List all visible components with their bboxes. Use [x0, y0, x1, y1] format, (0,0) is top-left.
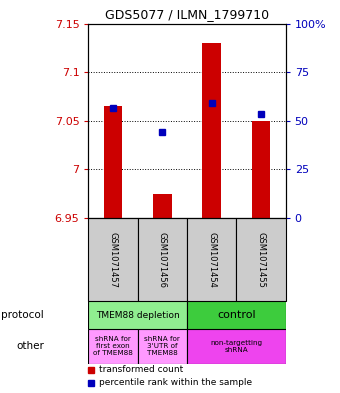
Bar [104, 106, 122, 218]
Text: control: control [217, 310, 256, 320]
Text: TMEM88 depletion: TMEM88 depletion [96, 310, 180, 320]
Text: transformed count: transformed count [99, 365, 184, 375]
Bar [252, 121, 270, 218]
Bar [138, 329, 187, 364]
Bar [236, 218, 286, 301]
Bar [187, 329, 286, 364]
Bar [202, 43, 221, 218]
Text: protocol: protocol [1, 310, 44, 320]
Text: other: other [16, 341, 44, 351]
Text: non-targetting
shRNA: non-targetting shRNA [210, 340, 262, 353]
Text: GSM1071455: GSM1071455 [256, 231, 266, 287]
Bar [187, 301, 286, 329]
Bar [88, 301, 187, 329]
Bar [138, 218, 187, 301]
Text: percentile rank within the sample: percentile rank within the sample [99, 378, 252, 387]
Text: GSM1071454: GSM1071454 [207, 231, 216, 287]
Bar [187, 218, 236, 301]
Text: GSM1071457: GSM1071457 [108, 231, 118, 288]
Bar [88, 329, 138, 364]
Text: GSM1071456: GSM1071456 [158, 231, 167, 288]
Bar [88, 218, 138, 301]
Bar [153, 194, 172, 218]
Text: shRNA for
3'UTR of
TMEM88: shRNA for 3'UTR of TMEM88 [144, 336, 180, 356]
Title: GDS5077 / ILMN_1799710: GDS5077 / ILMN_1799710 [105, 8, 269, 21]
Text: shRNA for
first exon
of TMEM88: shRNA for first exon of TMEM88 [93, 336, 133, 356]
